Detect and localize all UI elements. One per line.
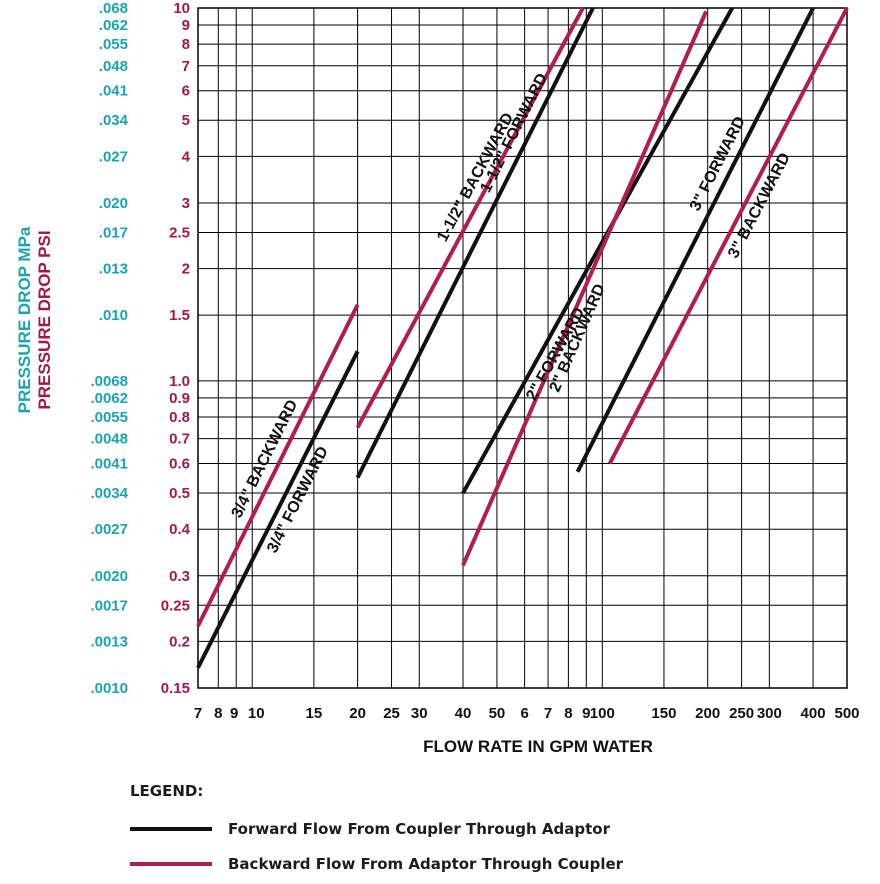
y-tick-label-psi: 0.5 [169, 485, 190, 502]
y-tick-label-mpa: .0027 [90, 521, 128, 538]
y-tick-label-mpa: .048 [99, 58, 128, 75]
legend-label-backward: Backward Flow From Adaptor Through Coupl… [228, 855, 624, 873]
x-axis-title: FLOW RATE IN GPM WATER [423, 737, 653, 756]
y-tick-label-mpa: .0017 [90, 597, 128, 614]
curve-label: 1-1/2" BACKWARD [434, 110, 517, 245]
y-tick-label-mpa: .010 [99, 307, 128, 324]
x-tick-label: 15 [306, 705, 323, 722]
y-tick-label-psi: 0.7 [169, 431, 190, 448]
x-tick-label: 150 [651, 705, 676, 722]
x-tick-labels: 7 8 9 10 15 20 25 30 40 50 6 7 8 9 100 150 200 250 300 400 5… [194, 705, 860, 722]
y-tick-label-psi: 9 [182, 17, 190, 34]
x-tick-label: 100 [590, 705, 615, 722]
legend-item-forward: Forward Flow From Coupler Through Adapto… [130, 820, 610, 838]
legend-title: LEGEND: [130, 782, 204, 800]
legend-item-backward: Backward Flow From Adaptor Through Coupl… [130, 855, 623, 873]
y-tick-label-mpa: .0020 [90, 568, 128, 585]
curve-label: 3" BACKWARD [725, 150, 794, 261]
series-lines [196, 7, 849, 669]
x-tick-label: 30 [411, 705, 428, 722]
y-tick-label-mpa: .041 [99, 83, 128, 100]
x-tick-label: 9 [582, 705, 590, 722]
x-tick-label: 40 [455, 705, 472, 722]
curve-label: 1-1/2" FORWARD [477, 71, 551, 196]
y-tick-label-psi: 0.2 [169, 633, 190, 650]
y-tick-label-mpa: .062 [99, 17, 128, 34]
x-tick-label: 500 [834, 705, 859, 722]
curve-label: 3/4" FORWARD [264, 444, 332, 556]
y-tick-label-psi: 0.8 [169, 409, 190, 426]
y-tick-label-psi: 2.5 [169, 224, 190, 241]
series-line-backward [607, 7, 849, 465]
y-tick-label-psi: 0.6 [169, 456, 190, 473]
x-tick-label: 50 [489, 705, 506, 722]
x-tick-label: 8 [564, 705, 572, 722]
y-tick-label-psi: 0.25 [161, 597, 190, 614]
y-tick-label-mpa: .0062 [90, 390, 128, 407]
series-line-backward [355, 7, 585, 429]
y-tick-label-mpa: .027 [99, 148, 128, 165]
x-tick-label: 10 [248, 705, 265, 722]
y-tick-label-mpa: .034 [99, 112, 129, 129]
legend-swatch-forward [130, 827, 212, 831]
x-tick-label: 7 [194, 705, 202, 722]
y-tick-label-psi: 0.15 [161, 680, 190, 697]
series-line-backward [196, 303, 360, 627]
y-tick-label-psi: 10 [173, 0, 190, 17]
y-tick-label-mpa: .0048 [90, 431, 128, 448]
series-line-forward [196, 350, 360, 669]
y-tick-labels: 10 .068 9 .062 8 .055 7 .048 6 .041 5 .034 4 .027 3 .02… [90, 0, 190, 697]
y-tick-label-psi: 5 [182, 112, 190, 129]
y-tick-label-mpa: .0041 [90, 456, 128, 473]
x-tick-label: 250 [729, 705, 754, 722]
y-tick-label-psi: 6 [182, 83, 190, 100]
y-axis-title-psi: PRESSURE DROP PSI [35, 230, 54, 409]
y-tick-label-mpa: .017 [99, 224, 128, 241]
x-tick-label: 8 [214, 705, 222, 722]
y-tick-label-mpa: .0055 [90, 409, 128, 426]
y-tick-label-mpa: .013 [99, 261, 128, 278]
y-tick-label-psi: 1.5 [169, 307, 190, 324]
x-tick-label: 200 [695, 705, 720, 722]
y-tick-label-psi: 0.9 [169, 390, 190, 407]
x-tick-label: 25 [383, 705, 400, 722]
plot-frame [197, 7, 848, 689]
legend: LEGEND: Forward Flow From Coupler Throug… [130, 782, 623, 873]
x-tick-label: 9 [230, 705, 238, 722]
y-tick-label-psi: 4 [182, 148, 191, 165]
y-tick-label-mpa: .0068 [90, 373, 128, 390]
series-line-forward [461, 7, 734, 495]
y-tick-label-mpa: .068 [99, 0, 128, 17]
x-tick-label: 6 [520, 705, 528, 722]
y-tick-label-mpa: .020 [99, 195, 128, 212]
grid [197, 7, 848, 689]
series-line-backward [461, 10, 708, 567]
series-line-forward [355, 7, 595, 479]
y-tick-label-psi: 0.3 [169, 568, 190, 585]
legend-swatch-backward [130, 862, 212, 866]
y-tick-label-psi: 1.0 [169, 373, 190, 390]
x-tick-label: 7 [544, 705, 552, 722]
y-tick-label-psi: 3 [182, 195, 190, 212]
x-tick-label: 400 [801, 705, 826, 722]
y-tick-label-mpa: .0013 [90, 633, 128, 650]
y-tick-label-psi: 2 [182, 261, 190, 278]
x-tick-label: 300 [757, 705, 782, 722]
y-axis-title-mpa: PRESSURE DROP MPa [15, 226, 34, 413]
legend-label-forward: Forward Flow From Coupler Through Adapto… [228, 820, 610, 838]
y-tick-label-mpa: .055 [99, 36, 128, 53]
x-tick-label: 20 [349, 705, 366, 722]
y-tick-label-psi: 7 [182, 58, 190, 75]
y-tick-label-mpa: .0010 [90, 680, 128, 697]
y-tick-label-mpa: .0034 [90, 485, 128, 502]
series-line-forward [575, 7, 815, 473]
y-tick-label-psi: 8 [182, 36, 190, 53]
y-tick-label-psi: 0.4 [169, 521, 191, 538]
